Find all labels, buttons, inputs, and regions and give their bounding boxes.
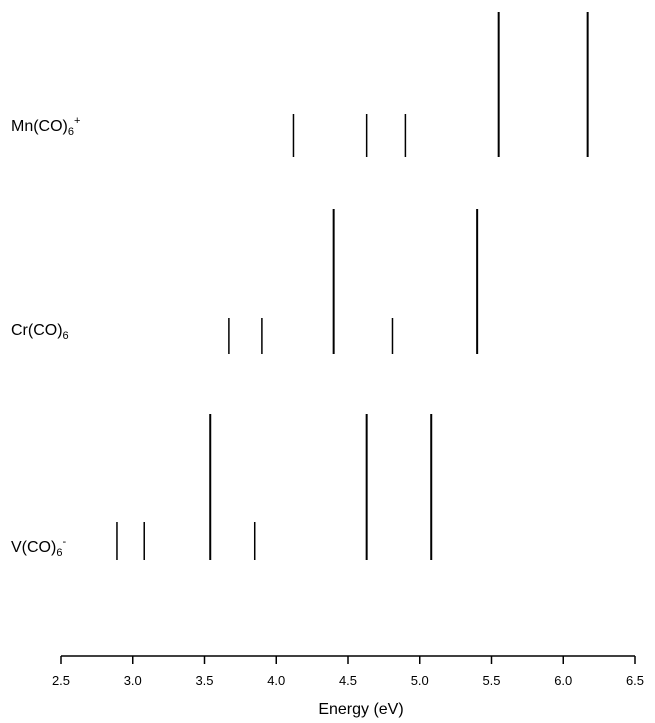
x-tick-label: 6.5 [626,673,644,688]
series-label-base: V(CO) [11,539,56,556]
x-tick-label: 6.0 [554,673,572,688]
series-label: Mn(CO)6+ [11,115,80,138]
series-label: V(CO)6- [11,536,66,559]
series-cr-co-6: Cr(CO)6 [11,209,479,354]
x-axis-title: Energy (eV) [318,701,403,718]
series-v-co-6-: V(CO)6- [11,414,433,560]
x-tick-label: 4.5 [339,673,357,688]
series-label: Cr(CO)6 [11,322,69,342]
series-label-base: Mn(CO) [11,118,68,135]
x-tick-label: 3.0 [124,673,142,688]
x-tick-label: 3.5 [195,673,213,688]
x-tick-label: 2.5 [52,673,70,688]
series-label-superscript: - [62,536,66,548]
series-label-base: Cr(CO) [11,322,63,339]
series-label-subscript: 6 [63,330,69,342]
x-axis: 2.5 3.0 3.5 4.0 4.5 5.0 5.5 6.0 6.5 [52,655,644,688]
x-tick-label: 5.0 [411,673,429,688]
series-label-subscript: 6 [68,126,74,138]
series-label-superscript: + [74,115,80,127]
series-mn-co-6-: Mn(CO)6+ [11,12,589,157]
series-rows: Mn(CO)6+Cr(CO)6V(CO)6- [11,12,589,560]
x-tick-label: 5.5 [482,673,500,688]
series-label-subscript: 6 [56,547,62,559]
x-tick-label: 4.0 [267,673,285,688]
